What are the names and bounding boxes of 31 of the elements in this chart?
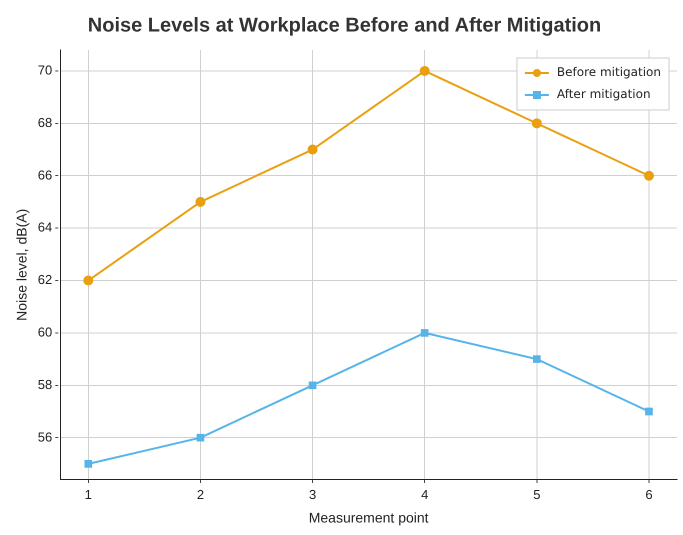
point	[195, 196, 206, 207]
y-tick-label: 64	[38, 220, 52, 235]
y-tick-label: 58	[38, 376, 52, 392]
y-tick-label: 60	[38, 324, 52, 340]
point	[308, 381, 316, 390]
point	[308, 144, 318, 155]
y-tick-label: 66	[38, 167, 52, 182]
y-tick-label: 70	[38, 62, 52, 78]
x-tick-label: 4	[421, 486, 428, 502]
chart-title: Noise Levels at Workplace Before and After Mitigation	[88, 14, 602, 37]
y-axis-title: Noise level, dB(A)	[13, 208, 30, 321]
x-tick-label: 6	[645, 486, 653, 502]
x-tick-label: 3	[308, 486, 316, 502]
point	[420, 329, 429, 337]
x-tick-label: 2	[196, 486, 204, 502]
point	[644, 170, 654, 181]
point	[532, 118, 542, 128]
y-tick-label: 68	[38, 114, 52, 130]
y-tick-label: 62	[38, 272, 52, 288]
point	[420, 66, 430, 76]
point	[645, 408, 653, 416]
legend-label: Before mitigation	[556, 65, 662, 80]
x-tick-label: 5	[533, 486, 540, 502]
x-axis-title: Measurement point	[308, 509, 429, 526]
y-tick-label: 56	[38, 429, 52, 444]
x-tick-label: 1	[84, 486, 92, 502]
point	[84, 460, 92, 468]
point	[196, 434, 204, 442]
legend-label: After mitigation	[556, 87, 651, 102]
point	[533, 355, 541, 363]
point	[83, 276, 94, 286]
